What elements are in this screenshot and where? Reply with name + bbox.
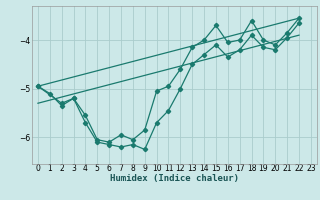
X-axis label: Humidex (Indice chaleur): Humidex (Indice chaleur) <box>110 174 239 183</box>
